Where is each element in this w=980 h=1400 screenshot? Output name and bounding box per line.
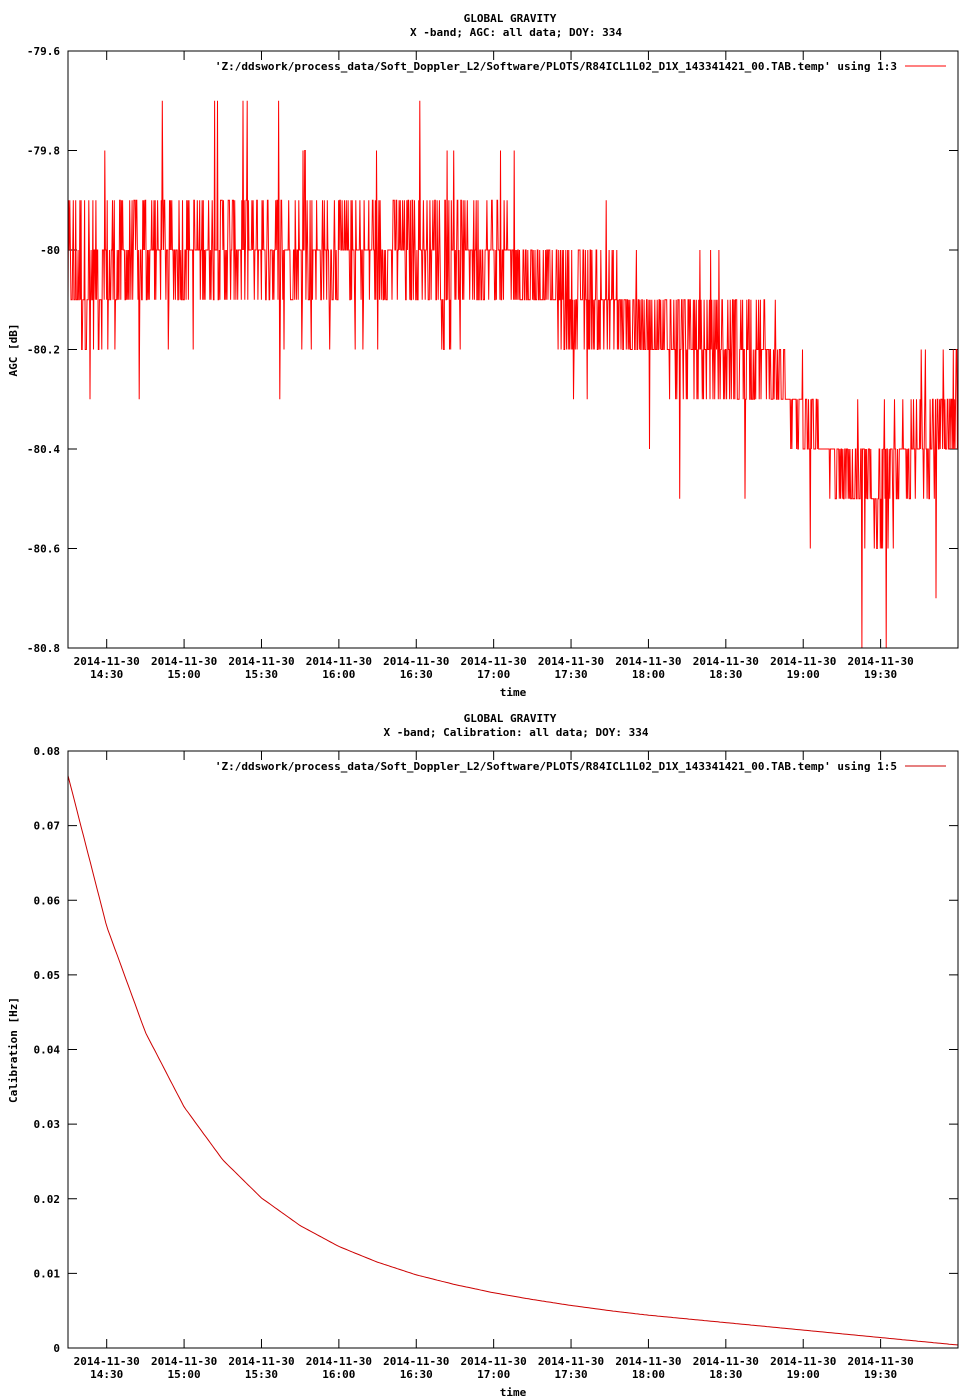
x-tick-time: 17:30 bbox=[554, 668, 587, 681]
x-tick-time: 15:30 bbox=[245, 668, 278, 681]
cal-series-line bbox=[67, 775, 959, 1346]
x-tick-time: 14:30 bbox=[90, 1368, 123, 1381]
x-tick-date: 2014-11-30 bbox=[461, 1355, 527, 1368]
x-tick-date: 2014-11-30 bbox=[306, 655, 372, 668]
y-tick-label: -80.4 bbox=[27, 443, 60, 456]
agc-legend-label: 'Z:/ddswork/process_data/Soft_Doppler_L2… bbox=[215, 60, 897, 73]
agc-axis-ticks bbox=[68, 50, 958, 649]
calibration-chart: GLOBAL GRAVITY X -band; Calibration: all… bbox=[7, 712, 959, 1399]
x-tick-time: 16:30 bbox=[400, 668, 433, 681]
x-tick-time: 17:00 bbox=[477, 668, 510, 681]
x-tick-time: 18:00 bbox=[632, 1368, 665, 1381]
cal-subtitle: X -band; Calibration: all data; DOY: 334 bbox=[384, 726, 649, 739]
x-tick-date: 2014-11-30 bbox=[847, 655, 913, 668]
x-tick-time: 15:00 bbox=[168, 668, 201, 681]
cal-plot-frame bbox=[67, 750, 959, 1349]
x-tick-date: 2014-11-30 bbox=[306, 1355, 372, 1368]
x-tick-date: 2014-11-30 bbox=[770, 655, 836, 668]
agc-series-line bbox=[67, 100, 959, 649]
x-tick-time: 17:00 bbox=[477, 1368, 510, 1381]
x-tick-time: 18:30 bbox=[709, 1368, 742, 1381]
cal-legend-label: 'Z:/ddswork/process_data/Soft_Doppler_L2… bbox=[215, 760, 897, 773]
y-tick-label: -80 bbox=[40, 244, 60, 257]
agc-series bbox=[67, 100, 959, 649]
x-tick-date: 2014-11-30 bbox=[383, 655, 449, 668]
x-tick-date: 2014-11-30 bbox=[151, 655, 217, 668]
x-tick-time: 16:00 bbox=[322, 668, 355, 681]
x-tick-date: 2014-11-30 bbox=[74, 1355, 140, 1368]
cal-series bbox=[67, 775, 959, 1346]
y-tick-label: 0.02 bbox=[34, 1193, 61, 1206]
agc-legend: 'Z:/ddswork/process_data/Soft_Doppler_L2… bbox=[215, 60, 946, 73]
x-tick-date: 2014-11-30 bbox=[770, 1355, 836, 1368]
x-tick-time: 18:00 bbox=[632, 668, 665, 681]
agc-y-axis-label: AGC [dB] bbox=[7, 324, 20, 377]
y-tick-label: 0 bbox=[53, 1342, 60, 1355]
x-tick-date: 2014-11-30 bbox=[151, 1355, 217, 1368]
agc-x-axis-label: time bbox=[500, 686, 527, 699]
x-tick-date: 2014-11-30 bbox=[228, 1355, 294, 1368]
x-tick-date: 2014-11-30 bbox=[847, 1355, 913, 1368]
y-tick-label: 0.04 bbox=[34, 1044, 61, 1057]
y-tick-label: 0.08 bbox=[34, 745, 61, 758]
x-tick-date: 2014-11-30 bbox=[615, 1355, 681, 1368]
x-tick-date: 2014-11-30 bbox=[228, 655, 294, 668]
x-tick-time: 18:30 bbox=[709, 668, 742, 681]
cal-x-axis-label: time bbox=[500, 1386, 527, 1399]
y-tick-label: 0.05 bbox=[34, 969, 61, 982]
x-tick-date: 2014-11-30 bbox=[538, 1355, 604, 1368]
y-tick-label: 0.06 bbox=[34, 894, 61, 907]
y-tick-label: 0.01 bbox=[34, 1267, 61, 1280]
y-tick-label: -80.6 bbox=[27, 543, 60, 556]
agc-title: GLOBAL GRAVITY bbox=[464, 12, 557, 25]
y-tick-label: -80.2 bbox=[27, 344, 60, 357]
x-tick-time: 19:30 bbox=[864, 668, 897, 681]
y-tick-label: -79.8 bbox=[27, 145, 60, 158]
agc-x-tick-labels: 2014-11-3014:302014-11-3015:002014-11-30… bbox=[74, 655, 914, 681]
x-tick-time: 16:30 bbox=[400, 1368, 433, 1381]
x-tick-date: 2014-11-30 bbox=[693, 655, 759, 668]
x-tick-time: 19:00 bbox=[787, 668, 820, 681]
x-tick-date: 2014-11-30 bbox=[383, 1355, 449, 1368]
agc-y-tick-labels: -79.6 -79.8 -80 -80.2 -80.4 -80.6 -80.8 bbox=[27, 45, 60, 655]
y-tick-label: -79.6 bbox=[27, 45, 60, 58]
y-tick-label: 0.07 bbox=[34, 820, 61, 833]
x-tick-time: 19:30 bbox=[864, 1368, 897, 1381]
cal-axis-ticks bbox=[68, 750, 958, 1349]
cal-y-tick-labels: 0.08 0.07 0.06 0.05 0.04 0.03 0.02 0.01 0 bbox=[34, 745, 61, 1355]
x-tick-time: 16:00 bbox=[322, 1368, 355, 1381]
x-tick-time: 17:30 bbox=[554, 1368, 587, 1381]
x-tick-time: 19:00 bbox=[787, 1368, 820, 1381]
agc-subtitle: X -band; AGC: all data; DOY: 334 bbox=[410, 26, 622, 39]
x-tick-date: 2014-11-30 bbox=[538, 655, 604, 668]
cal-x-tick-labels: 2014-11-3014:302014-11-3015:002014-11-30… bbox=[74, 1355, 914, 1381]
cal-legend: 'Z:/ddswork/process_data/Soft_Doppler_L2… bbox=[215, 760, 946, 773]
x-tick-time: 15:00 bbox=[168, 1368, 201, 1381]
x-tick-time: 14:30 bbox=[90, 668, 123, 681]
x-tick-date: 2014-11-30 bbox=[461, 655, 527, 668]
x-tick-time: 15:30 bbox=[245, 1368, 278, 1381]
agc-plot-frame bbox=[67, 50, 959, 649]
cal-y-axis-label: Calibration [Hz] bbox=[7, 997, 20, 1103]
x-tick-date: 2014-11-30 bbox=[693, 1355, 759, 1368]
agc-chart: GLOBAL GRAVITY X -band; AGC: all data; D… bbox=[7, 12, 959, 699]
y-tick-label: -80.8 bbox=[27, 642, 60, 655]
cal-title: GLOBAL GRAVITY bbox=[464, 712, 557, 725]
y-tick-label: 0.03 bbox=[34, 1118, 61, 1131]
x-tick-date: 2014-11-30 bbox=[74, 655, 140, 668]
x-tick-date: 2014-11-30 bbox=[615, 655, 681, 668]
